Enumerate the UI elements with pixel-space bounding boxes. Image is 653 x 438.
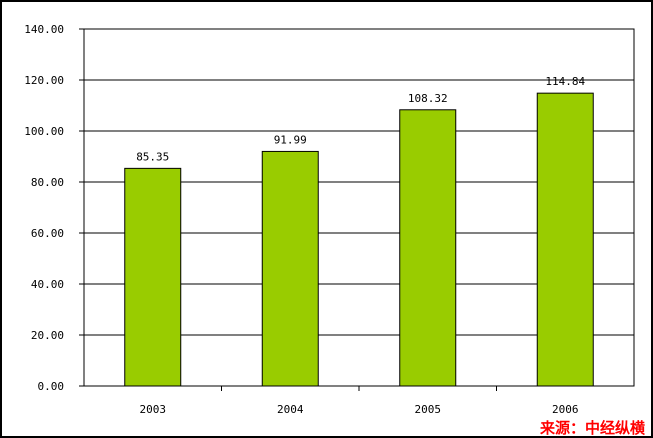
axes bbox=[79, 28, 634, 391]
data-label: 114.84 bbox=[545, 75, 585, 88]
data-label: 85.35 bbox=[136, 150, 169, 163]
source-note: 来源：中经纵横 bbox=[539, 419, 645, 437]
y-tick-label: 20.00 bbox=[31, 329, 64, 342]
bar bbox=[399, 109, 457, 387]
y-tick-label: 40.00 bbox=[31, 278, 64, 291]
data-label: 91.99 bbox=[274, 133, 307, 146]
bar bbox=[261, 150, 319, 387]
bars bbox=[124, 92, 594, 387]
y-tick-label: 60.00 bbox=[31, 227, 64, 240]
y-tick-label: 100.00 bbox=[24, 125, 64, 138]
bar bbox=[124, 167, 182, 387]
y-tick-label: 80.00 bbox=[31, 176, 64, 189]
y-tick-label: 120.00 bbox=[24, 74, 64, 87]
x-tick-label: 2004 bbox=[277, 403, 304, 416]
y-tick-label: 140.00 bbox=[24, 23, 64, 36]
labels: 0.00 20.00 40.00 60.00 80.00 100.00 120.00 140.… bbox=[24, 23, 585, 416]
x-tick-label: 2003 bbox=[140, 403, 167, 416]
data-label: 108.32 bbox=[408, 92, 448, 105]
y-tick-label: 0.00 bbox=[38, 380, 65, 393]
x-tick-label: 2006 bbox=[552, 403, 579, 416]
bar bbox=[536, 92, 594, 387]
x-tick-label: 2005 bbox=[415, 403, 442, 416]
